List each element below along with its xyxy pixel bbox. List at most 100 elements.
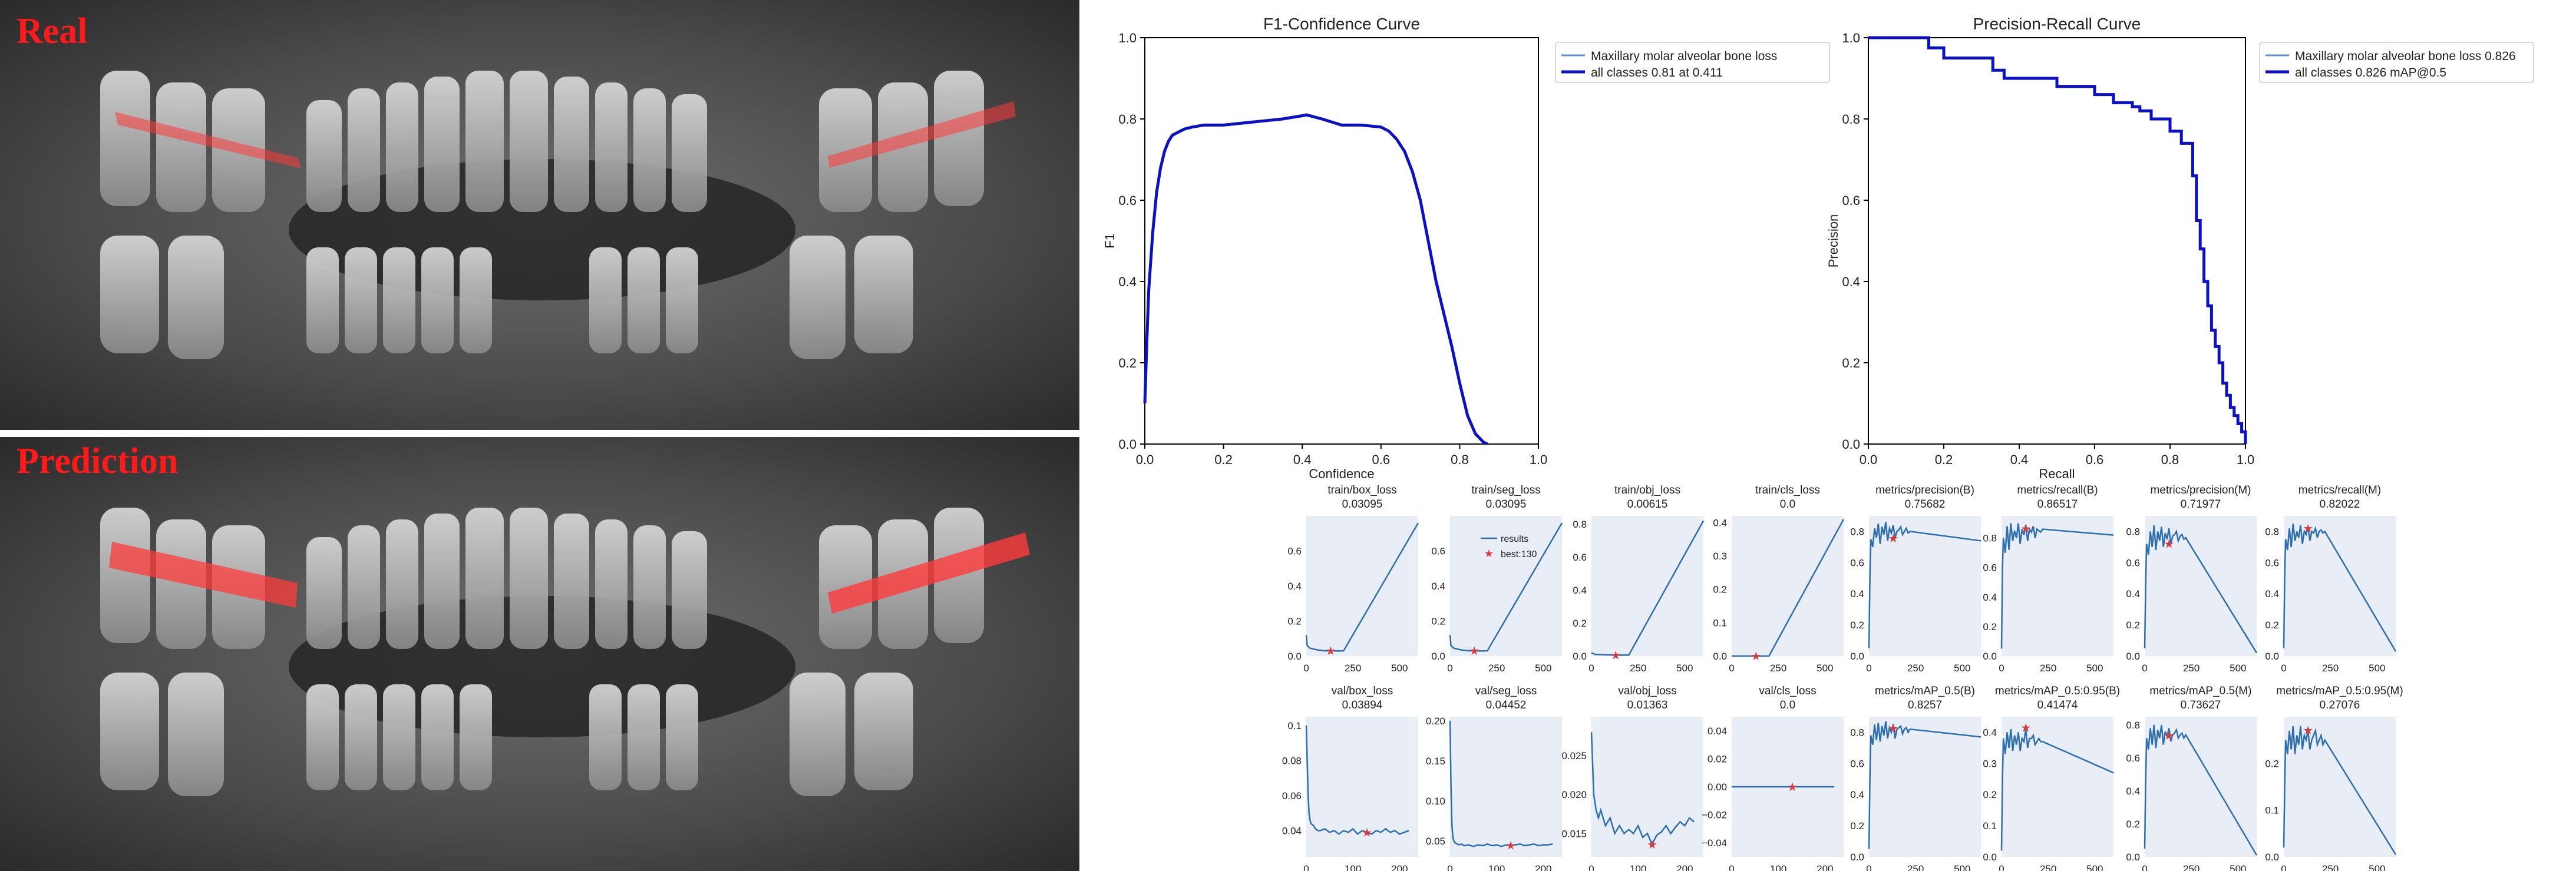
y-tick-label: 0.3	[1713, 551, 1727, 562]
y-tick-label: 0.8	[1118, 112, 1137, 127]
x-tick-label: 0	[2142, 863, 2147, 871]
real-label: Real	[16, 11, 88, 51]
x-tick-label: 200	[1817, 863, 1833, 871]
chart-title: metrics/precision(B)	[1875, 484, 1974, 496]
chart-title: train/seg_loss	[1471, 484, 1540, 496]
y-tick-label: 0.00	[1708, 781, 1727, 793]
x-tick-label: 0	[1303, 663, 1309, 674]
x-tick-label: 100	[1630, 863, 1646, 871]
chart-title: train/box_loss	[1327, 484, 1396, 496]
chart-title: val/cls_loss	[1759, 685, 1816, 697]
y-tick-label: 0.6	[1850, 758, 1864, 769]
x-tick-label: 100	[1770, 863, 1786, 871]
chart-subtitle: 0.03894	[1342, 699, 1383, 711]
plot-frame	[1144, 37, 1539, 445]
y-axis-label: F1	[1102, 233, 1117, 249]
y-tick-label: 0.2	[1573, 618, 1587, 629]
legend: Maxillary molar alveolar bone loss all cl…	[1555, 42, 1830, 83]
prediction-label: Prediction	[16, 441, 179, 481]
x-tick-label: 250	[1488, 663, 1505, 674]
x-tick-label: 0	[1729, 663, 1734, 674]
chart-title: metrics/recall(B)	[2017, 484, 2098, 496]
legend: Maxillary molar alveolar bone loss 0.826…	[2259, 42, 2534, 83]
x-tick-label: 1.0	[1530, 452, 1548, 467]
x-tick-label: 0	[2281, 663, 2286, 674]
y-tick-label: 0.15	[1426, 756, 1445, 767]
y-tick-label: 0.8	[1983, 533, 1997, 544]
best-marker: ★	[2303, 521, 2313, 535]
chart-subtitle: 0.75682	[1905, 498, 1946, 511]
chart-s6: metrics/recall(B) 0.86517 0 250 500 0.0 0.2 0.4…	[1983, 484, 2114, 674]
results-line	[1449, 720, 1553, 847]
results-line	[2144, 724, 2258, 856]
y-tick-label: 0.2	[2126, 620, 2140, 631]
x-tick-label: 100	[1345, 863, 1361, 871]
chart-subtitle: 0.71977	[2181, 498, 2221, 511]
y-tick-label: 0.0	[1287, 651, 1302, 662]
y-tick-label: 0.2	[1431, 616, 1445, 627]
results-line	[1868, 522, 1981, 648]
chart-title: metrics/mAP_0.5:0.95(B)	[1995, 685, 2120, 697]
chart-title: metrics/precision(M)	[2150, 484, 2251, 496]
chart-title: F1-Confidence Curve	[1263, 15, 1420, 33]
segment-right-real	[828, 101, 1016, 168]
results-line	[2283, 524, 2397, 652]
plot-background	[1869, 717, 1981, 857]
x-tick-label: 250	[2040, 863, 2056, 871]
y-axis-label: Precision	[1826, 214, 1841, 267]
y-tick-label: 0.4	[2265, 588, 2279, 600]
results-line	[1449, 522, 1563, 652]
x-tick-label: 250	[1770, 663, 1786, 674]
x-tick-label: 0.8	[1451, 452, 1469, 467]
legend-label-all: all classes 0.81 at 0.411	[1591, 66, 1723, 80]
x-tick-label: 500	[2369, 863, 2385, 871]
best-marker: ★	[1469, 644, 1479, 658]
chart-subtitle: 0.8257	[1908, 699, 1942, 711]
chart-subtitle: 0.03095	[1486, 498, 1527, 511]
plot-background	[1732, 516, 1844, 656]
segment-left-prediction	[109, 542, 298, 608]
y-tick-label: 0.6	[1431, 546, 1445, 557]
y-tick-label: 0.4	[2126, 786, 2140, 797]
y-tick-label: 0.6	[1983, 562, 1997, 574]
legend-label-results: results	[1501, 534, 1528, 544]
y-tick-label: 1.0	[1118, 31, 1137, 45]
y-tick-label: 0.2	[1287, 616, 1302, 627]
y-tick-label: 0.2	[2265, 758, 2279, 769]
y-tick-label: 0.1	[2265, 805, 2279, 816]
chart-s9: val/box_loss 0.03894 0 100 200 0.04 0.06 0.08 0.…	[1282, 685, 1418, 871]
y-tick-label: 0.0	[1842, 437, 1860, 452]
x-tick-label: 200	[1391, 863, 1408, 871]
results-line	[1868, 721, 1981, 849]
y-tick-label: 0.2	[1713, 584, 1727, 595]
chart-title: metrics/recall(M)	[2298, 484, 2381, 496]
chart-subtitle: 0.0	[1780, 699, 1795, 711]
chart-title: train/cls_loss	[1755, 484, 1820, 496]
x-tick-label: 0	[1588, 863, 1594, 871]
x-tick-label: 0	[1588, 663, 1594, 674]
y-tick-label: 0.2	[2126, 819, 2140, 830]
plot-background	[1450, 717, 1562, 857]
x-tick-label: 0.2	[1214, 452, 1233, 467]
results-line	[1590, 732, 1695, 846]
plot-background	[2284, 717, 2396, 857]
x-tick-label: 250	[2322, 663, 2339, 674]
results-line	[2144, 525, 2258, 654]
y-tick-label: −0.02	[1702, 810, 1727, 821]
chart-title: val/obj_loss	[1618, 685, 1676, 697]
best-marker: ★	[1888, 531, 1898, 545]
x-tick-label: 250	[1907, 863, 1924, 871]
plot-background	[2002, 516, 2113, 656]
x-tick-label: 500	[2086, 663, 2103, 674]
x-tick-label: 250	[2183, 863, 2199, 871]
best-marker: ★	[1325, 644, 1336, 658]
legend-label-class: Maxillary molar alveolar bone loss 0.826	[2295, 49, 2516, 63]
best-marker: ★	[1647, 837, 1657, 852]
x-tick-label: 200	[1535, 863, 1551, 871]
plot-background	[2002, 717, 2113, 857]
x-tick-label: 200	[1676, 863, 1693, 871]
results-line	[1591, 520, 1705, 656]
y-tick-label: 0.04	[1708, 726, 1727, 737]
y-tick-label: 0.20	[1426, 716, 1445, 727]
